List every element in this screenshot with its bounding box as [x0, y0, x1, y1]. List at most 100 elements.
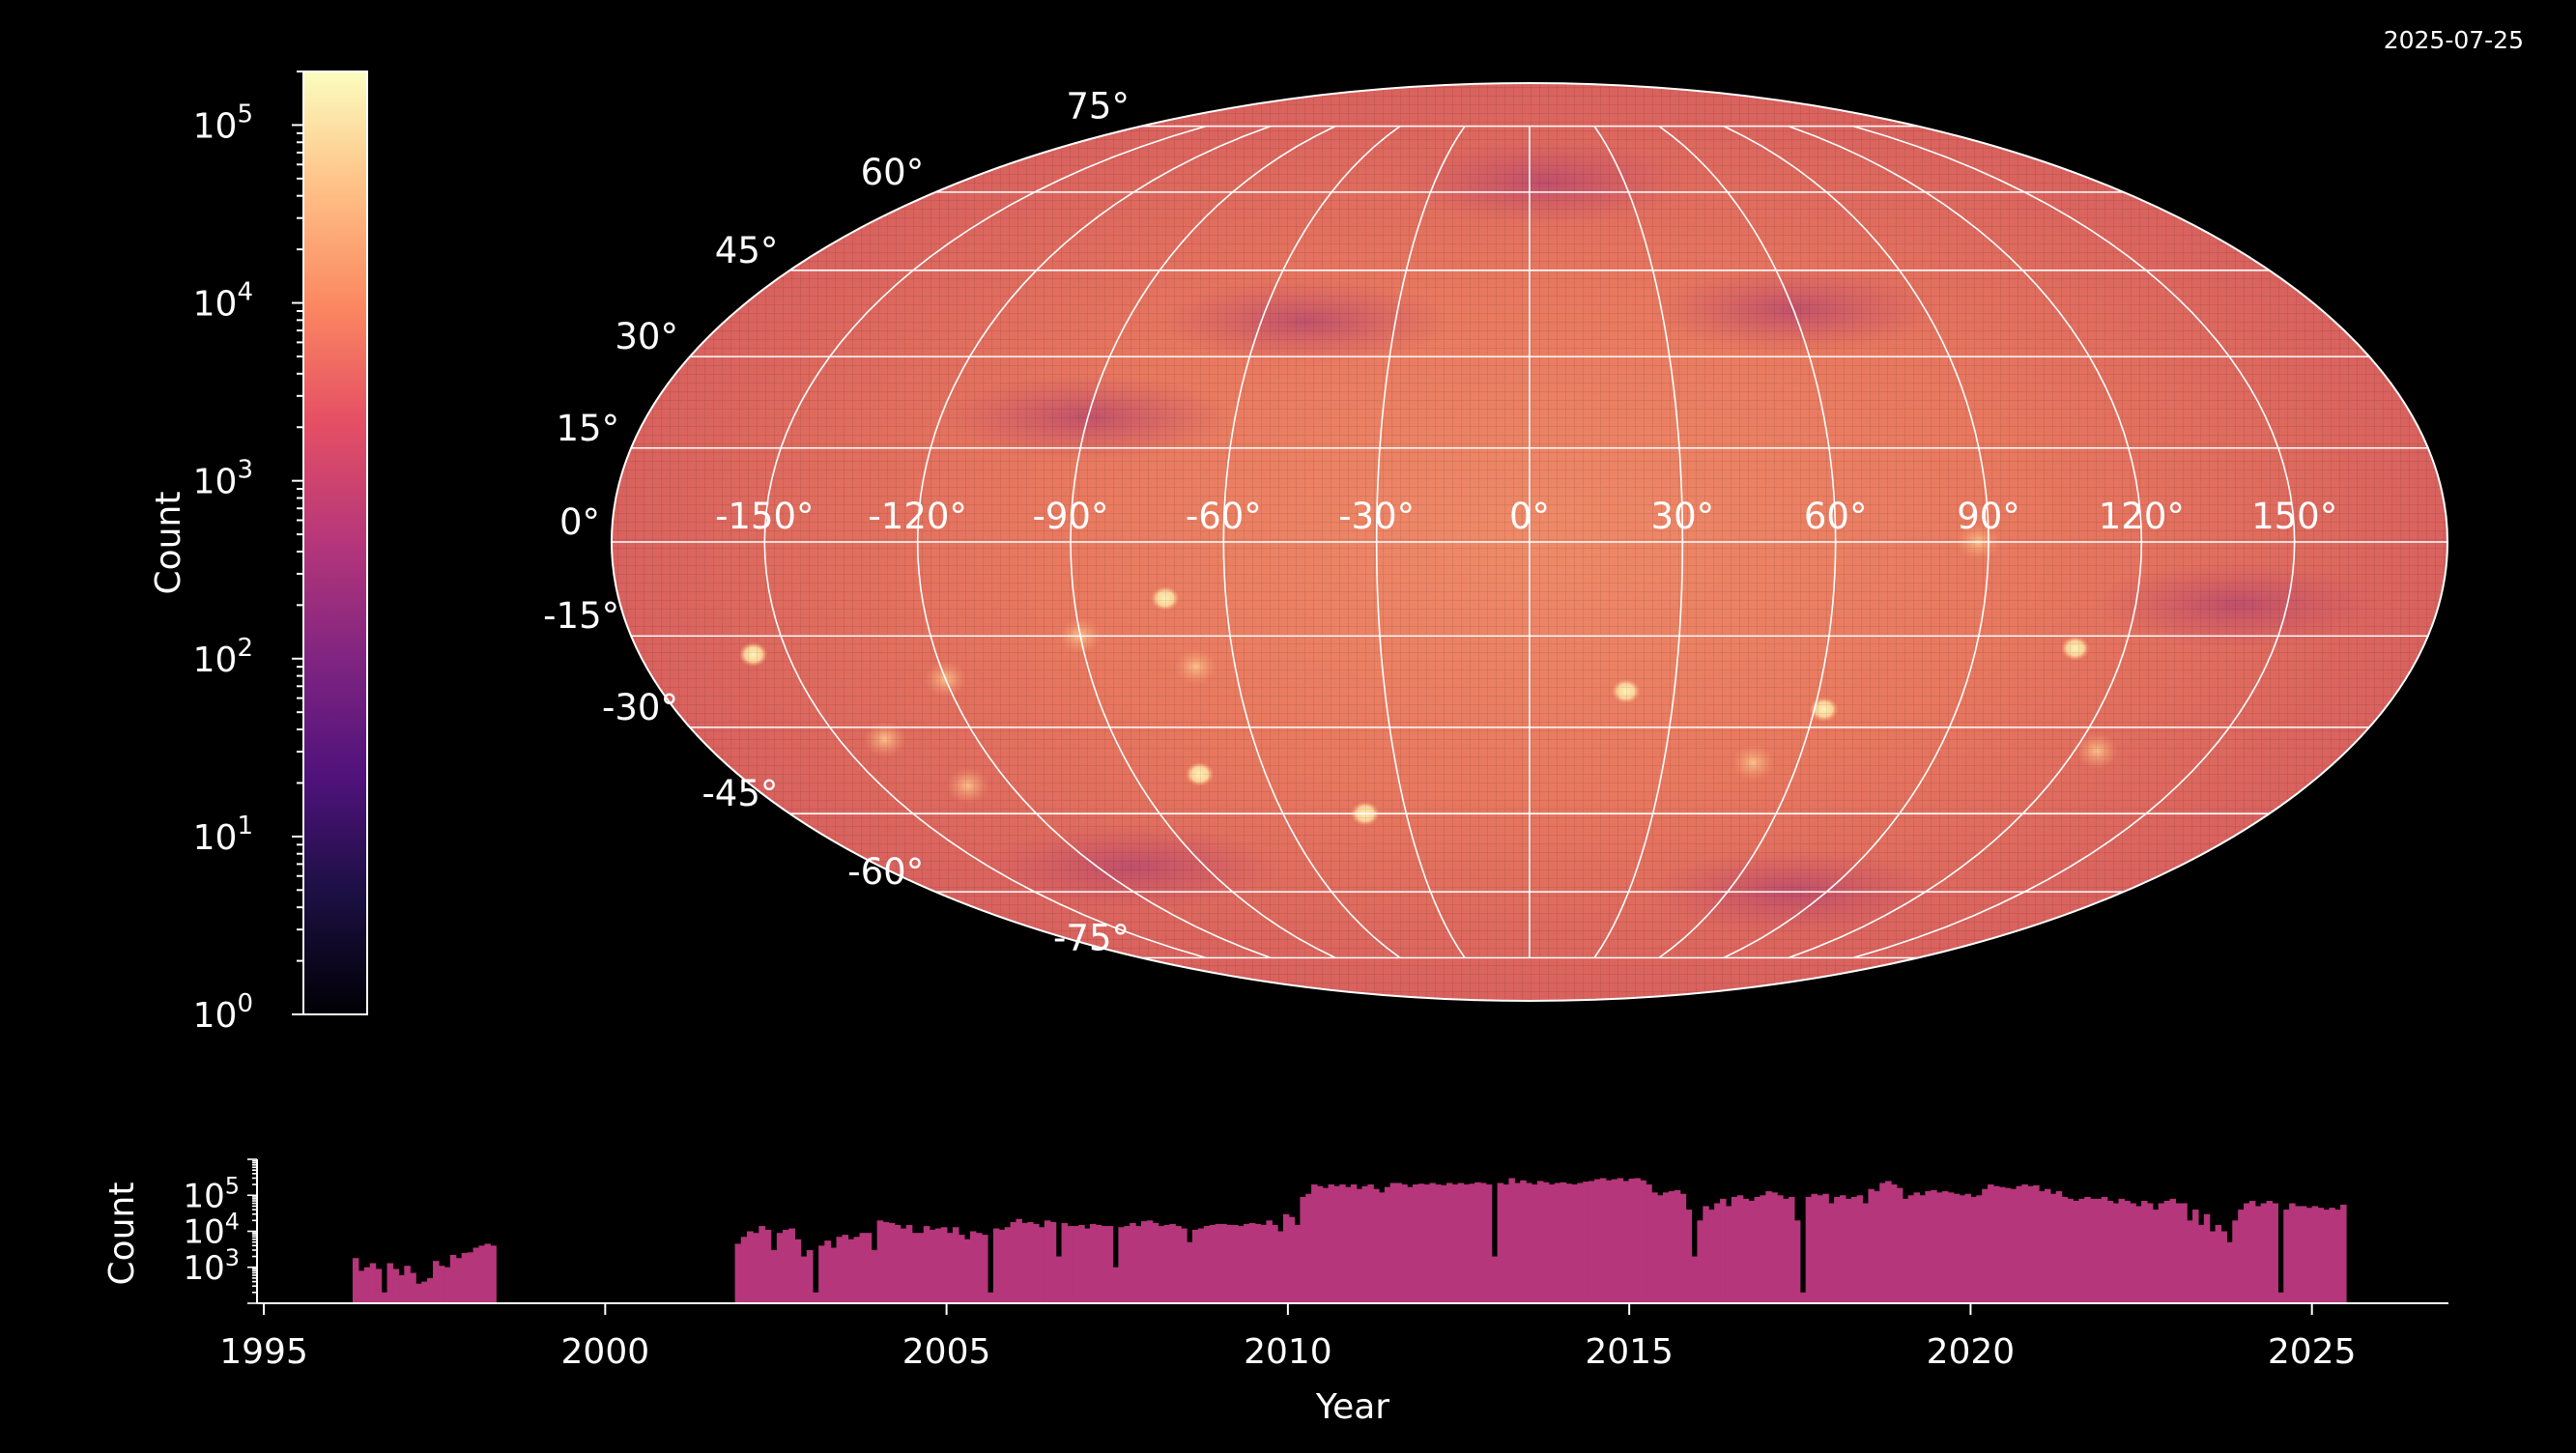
histogram-bar [952, 1227, 959, 1303]
histogram-bar [1622, 1181, 1630, 1303]
map-latitude-label: -60° [847, 851, 924, 893]
histogram-bar [1130, 1222, 1136, 1303]
histogram-bar [946, 1233, 954, 1303]
histogram-bar [1542, 1182, 1550, 1303]
histogram-bar [358, 1270, 365, 1303]
histogram-bar [1765, 1191, 1772, 1303]
histogram-bar [1617, 1178, 1624, 1303]
histogram-bar [836, 1237, 844, 1303]
histogram-bar [1361, 1185, 1368, 1303]
histogram-bar [911, 1233, 919, 1303]
histogram-bar [2106, 1201, 2114, 1303]
histogram-bar [1027, 1221, 1034, 1303]
histogram-bar [1429, 1182, 1436, 1303]
histogram-bar [2329, 1208, 2335, 1303]
histogram-bar [1992, 1185, 2000, 1303]
histogram-bar [1953, 1193, 1961, 1303]
map-latitude-label: 75° [1066, 86, 1130, 128]
histogram-bar [998, 1229, 1006, 1303]
histogram-bar [1095, 1224, 1102, 1303]
histogram-bar [1350, 1184, 1358, 1303]
histogram-bar [1964, 1193, 1972, 1303]
map-latitude-label: -15° [543, 595, 619, 637]
histogram-bar [818, 1245, 825, 1303]
histogram-bar [1118, 1227, 1125, 1303]
histogram-bar [1266, 1220, 1273, 1303]
histogram-x-tick-label: 2010 [1244, 1332, 1332, 1372]
histogram-bar [1158, 1226, 1165, 1303]
histogram-bar [1305, 1193, 1312, 1303]
histogram-bar [1073, 1226, 1079, 1303]
histogram-bar [2192, 1210, 2199, 1303]
histogram-bar [1033, 1223, 1040, 1303]
histogram-bar [2101, 1196, 2108, 1303]
histogram-bar [2220, 1231, 2227, 1303]
histogram-bar [352, 1258, 359, 1303]
histogram-bar [1640, 1180, 1646, 1303]
histogram-bar [1423, 1184, 1431, 1303]
histogram-bar [847, 1239, 855, 1303]
map-longitude-label: -150° [715, 496, 814, 537]
histogram-bar [1628, 1179, 1636, 1303]
histogram-bar [1328, 1184, 1334, 1303]
map-graticule [612, 125, 2447, 959]
map-meridian [763, 125, 1207, 959]
histogram-bar [1788, 1196, 1795, 1303]
histogram-bar [1175, 1226, 1182, 1303]
histogram-bar [1379, 1192, 1386, 1303]
histogram-bar [1004, 1227, 1012, 1303]
histogram-bar [1300, 1196, 1306, 1303]
colorbar-tick-label: 100 [193, 989, 253, 1036]
map-meridian [1788, 125, 2143, 959]
histogram-bar [2004, 1187, 2012, 1303]
histogram-bar [2039, 1191, 2046, 1303]
histogram-bar [427, 1277, 434, 1303]
histogram-bar [2146, 1203, 2154, 1303]
histogram-bar [1594, 1179, 1601, 1303]
histogram-bar [1220, 1223, 1227, 1303]
histogram-bar [2311, 1206, 2319, 1303]
histogram-bar [1112, 1267, 1120, 1303]
histogram-bar [1879, 1182, 1886, 1303]
histogram-bar [783, 1229, 789, 1303]
histogram-bar [2187, 1220, 2193, 1303]
histogram-bar [1720, 1198, 1727, 1303]
histogram-bar [987, 1292, 994, 1303]
map-longitude-labels: -150° -120° -90° -60° -30° 0° 30° 60° 90° 120° 150… [715, 496, 2337, 537]
colorbar-ticks: 100 101 102 103 104 105 [193, 71, 303, 1036]
histogram-y-label: Count [102, 1182, 142, 1286]
histogram-bar [1101, 1226, 1108, 1303]
histogram-bar [404, 1266, 411, 1303]
histogram-bar [1742, 1198, 1750, 1303]
histogram-bar [1646, 1184, 1652, 1303]
histogram-bar [467, 1252, 474, 1303]
histogram-bar [2238, 1210, 2245, 1303]
histogram-bar [2158, 1203, 2165, 1303]
colorbar-tick-label: 103 [193, 456, 253, 502]
histogram-bar [2010, 1188, 2018, 1303]
histogram-bar [1941, 1191, 1949, 1303]
histogram-bar [1748, 1201, 1756, 1303]
histogram-x-ticks: 1995 2000 2005 2010 2015 2020 2025 [219, 1303, 2357, 1372]
histogram-bar [1845, 1198, 1852, 1303]
histogram-bar [1811, 1193, 1818, 1303]
histogram-bar [1203, 1226, 1211, 1303]
histogram-bar [1771, 1192, 1778, 1303]
histogram-bar [1010, 1221, 1017, 1303]
histogram-bar [2266, 1201, 2274, 1303]
histogram-bar [2084, 1196, 2091, 1303]
colorbar-tick-label: 101 [193, 812, 253, 858]
histogram-bar [934, 1228, 942, 1303]
histogram-bar [871, 1249, 878, 1303]
histogram-bar [2027, 1185, 2034, 1303]
histogram-bar [1777, 1195, 1784, 1303]
histogram-bar [1913, 1192, 1921, 1303]
map-latitude-label: 15° [557, 408, 620, 449]
histogram-bar [1651, 1192, 1658, 1303]
histogram-bar [2118, 1198, 2125, 1303]
map-longitude-label: 90° [1957, 496, 2020, 537]
histogram-bar [2044, 1188, 2051, 1303]
histogram-bar [1469, 1183, 1475, 1303]
map-longitude-label: 0° [1509, 496, 1550, 537]
